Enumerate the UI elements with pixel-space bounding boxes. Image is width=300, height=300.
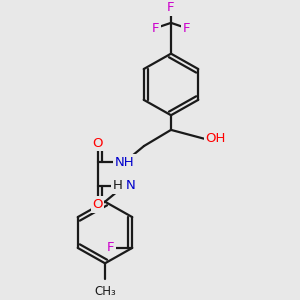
Text: H: H (113, 179, 123, 192)
Text: NH: NH (115, 156, 134, 169)
Text: F: F (183, 22, 190, 34)
Text: O: O (92, 136, 103, 150)
Text: O: O (92, 198, 103, 211)
Text: F: F (167, 1, 175, 14)
Text: F: F (152, 22, 159, 34)
Text: F: F (107, 242, 114, 254)
Text: N: N (126, 179, 136, 192)
Text: OH: OH (206, 132, 226, 145)
Text: CH₃: CH₃ (94, 285, 116, 298)
